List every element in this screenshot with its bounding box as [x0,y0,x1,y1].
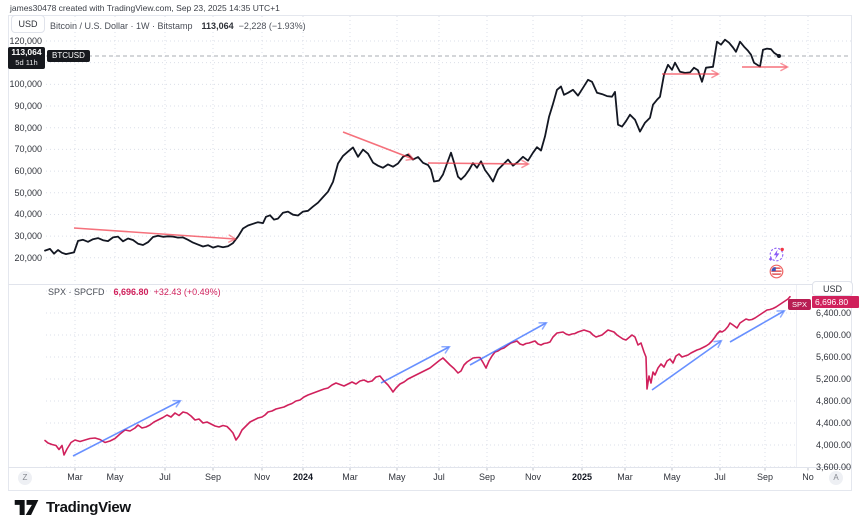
btc-pane-header: Bitcoin / U.S. Dollar · 1W · Bitstamp 11… [50,21,306,31]
spx-scale-border [796,285,797,467]
btc-badge-countdown: 5d 11h [15,58,38,67]
spx-series-line[interactable] [44,295,791,456]
spx-trend-arrow-3[interactable] [469,321,548,366]
btc-horizontal-gridlines [46,40,851,259]
btc-price-tick-label: 60,000 [14,166,42,176]
btc-trend-arrow-1[interactable] [73,227,238,243]
btc-price-scale-badge: 113,064 5d 11h [8,47,45,69]
spx-price-scale-badge: 6,696.80 [812,296,859,308]
spx-price-tick-label: 5,600.00 [815,352,851,362]
time-tick-label: Jul [714,472,726,482]
vertical-gridlines [74,16,809,471]
spx-horizontal-gridlines [46,290,796,468]
time-tick-label: Sep [756,472,774,482]
spx-price-change: +32.43 (+0.49%) [153,287,221,297]
time-tick-label: May [106,472,124,482]
spx-series-tag: SPX [788,299,811,310]
time-tick-label: Nov [524,472,542,482]
time-tick-label: May [663,472,681,482]
time-tick-label: May [388,472,406,482]
btc-price-tick-label: 20,000 [14,253,42,263]
time-tick-label: Mar [617,472,633,482]
time-tick-label: Nov [253,472,271,482]
btc-series-line[interactable] [44,38,780,256]
spx-trend-arrow-4[interactable] [651,339,723,391]
spx-price-tick-label: 6,000.00 [815,330,851,340]
spx-price-tick-label: 6,400.00 [815,308,851,318]
btc-last-price: 113,064 [201,21,234,31]
tradingview-logo[interactable]: TradingView [14,499,131,516]
tradingview-logo-icon [14,499,39,516]
auto-adjustment-button[interactable]: A [829,471,843,485]
time-tick-label: 2025 [571,472,593,482]
pane-divider[interactable] [8,284,852,285]
us-flag-event-icon[interactable] [769,264,784,284]
time-tick-label: Sep [204,472,222,482]
btc-price-tick-label: 40,000 [14,209,42,219]
btc-price-tick-label: 80,000 [14,123,42,133]
btc-series-label-badge[interactable]: BTCUSD [47,50,90,62]
spx-price-tick-label: 3,600.00 [815,462,851,472]
btc-trend-arrow-3[interactable] [427,159,531,169]
time-axis-border [8,467,852,468]
spx-price-tick-label: 5,200.00 [815,374,851,384]
btc-last-price-dot [777,54,781,58]
spx-trend-arrow-2[interactable] [380,345,451,384]
btc-price-tick-label: 120,000 [9,36,42,46]
timezone-button[interactable]: Z [18,471,32,485]
btc-price-tick-label: 90,000 [14,101,42,111]
btc-trend-arrow-2[interactable] [342,131,415,161]
spx-trend-arrow-1[interactable] [72,399,182,457]
btc-price-tick-label: 100,000 [9,79,42,89]
attribution-text: james30478 created with TradingView.com,… [10,3,280,13]
btc-badge-price: 113,064 [11,47,42,57]
spx-symbol-title[interactable]: SPX · SPCFD [48,287,105,297]
lightning-event-icon[interactable] [768,246,785,268]
btc-price-tick-label: 30,000 [14,231,42,241]
spx-price-tick-label: 4,000.00 [815,440,851,450]
spx-price-tick-label: 4,800.00 [815,396,851,406]
time-tick-label: No [802,472,814,482]
time-tick-label: Mar [67,472,83,482]
tradingview-logo-text: TradingView [46,499,131,516]
btc-symbol-title[interactable]: Bitcoin / U.S. Dollar · 1W · Bitstamp [50,21,193,31]
spx-last-price: 6,696.80 [113,287,149,297]
time-tick-label: Mar [342,472,358,482]
spx-pane-header: SPX · SPCFD 6,696.80 +32.43 (+0.49%) [48,287,221,297]
spx-trend-arrow-5[interactable] [729,309,786,343]
time-tick-label: Sep [478,472,496,482]
btc-price-change: −2,228 (−1.93%) [238,21,306,31]
btc-price-tick-label: 50,000 [14,188,42,198]
spx-price-tick-label: 4,400.00 [815,418,851,428]
time-tick-label: 2024 [292,472,314,482]
btc-price-tick-label: 70,000 [14,144,42,154]
time-tick-label: Jul [159,472,171,482]
time-tick-label: Jul [433,472,445,482]
btc-price-scale-currency-button[interactable]: USD [11,15,45,33]
spx-price-scale-currency-button[interactable]: USD [812,281,853,296]
